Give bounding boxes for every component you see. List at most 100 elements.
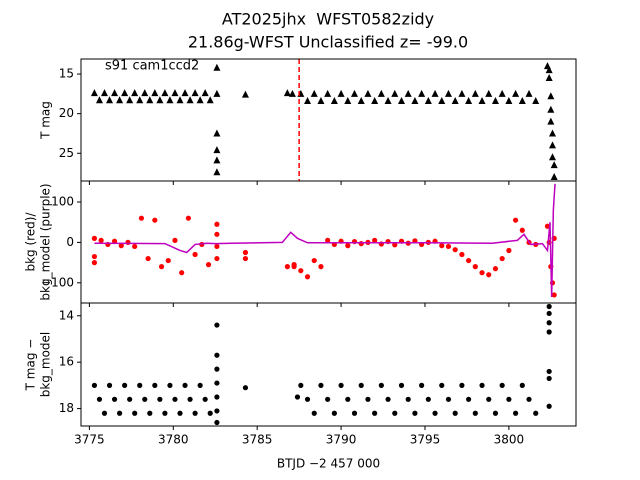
marker [214, 419, 220, 426]
marker [397, 96, 405, 104]
marker [365, 396, 371, 402]
x-tick-label: 3780 [158, 433, 189, 447]
marker [146, 96, 154, 104]
marker [351, 410, 358, 416]
marker [445, 396, 452, 402]
marker [525, 89, 533, 97]
marker [472, 410, 478, 416]
marker [151, 89, 159, 97]
marker [491, 96, 499, 104]
marker [445, 243, 452, 250]
marker [161, 89, 169, 97]
y-tick-label: 15 [59, 67, 74, 81]
marker [191, 89, 199, 97]
marker [358, 382, 364, 388]
axes-frame [80, 58, 577, 182]
y-tick-label: 25 [59, 146, 74, 160]
marker [138, 215, 145, 221]
plot-area [90, 59, 558, 181]
marker [499, 382, 505, 388]
marker [506, 247, 512, 254]
marker [91, 253, 98, 260]
marker [512, 89, 520, 97]
marker [547, 92, 555, 100]
marker [498, 89, 506, 97]
marker [205, 262, 212, 268]
marker [518, 96, 526, 104]
marker [291, 264, 297, 270]
marker [186, 96, 194, 104]
marker [162, 410, 168, 416]
marker [202, 396, 208, 402]
marker [459, 251, 465, 258]
marker [152, 382, 158, 388]
marker [439, 243, 445, 249]
marker [311, 257, 317, 264]
marker [478, 96, 486, 104]
marker [452, 410, 458, 416]
y-axis-label: T mag − [24, 339, 38, 392]
marker [111, 238, 118, 244]
marker [485, 89, 493, 97]
marker [187, 396, 193, 402]
marker [549, 129, 557, 137]
marker [432, 410, 438, 416]
marker [125, 239, 131, 246]
marker [385, 396, 391, 402]
marker [425, 396, 431, 402]
marker [318, 382, 324, 388]
marker [519, 382, 525, 388]
marker [533, 410, 539, 416]
marker [471, 89, 479, 97]
marker [181, 89, 189, 97]
marker [325, 396, 331, 402]
marker [177, 410, 183, 416]
y-tick-label: −100 [41, 275, 74, 289]
marker [404, 89, 412, 97]
marker [176, 96, 184, 104]
marker [486, 396, 492, 402]
marker [201, 89, 209, 97]
marker [116, 410, 123, 416]
marker [156, 96, 164, 104]
marker [213, 129, 221, 137]
marker [545, 66, 553, 74]
y-tick-label: 20 [59, 106, 74, 120]
marker [384, 96, 392, 104]
marker [304, 396, 311, 402]
marker [132, 410, 138, 416]
marker [166, 96, 174, 104]
marker [214, 231, 220, 237]
marker [546, 375, 552, 382]
marker [331, 410, 337, 416]
marker [101, 410, 108, 416]
y-tick-label: 14 [59, 308, 74, 322]
marker [283, 89, 291, 97]
marker [357, 96, 365, 104]
marker [132, 243, 138, 250]
marker [378, 382, 384, 388]
marker [546, 310, 552, 317]
marker [111, 89, 119, 97]
marker [127, 396, 133, 402]
marker [242, 249, 249, 256]
marker [532, 96, 540, 104]
marker [479, 382, 485, 388]
marker [546, 329, 552, 335]
chart-subtitle: 21.86g-WFST Unclassified z= -99.0 [188, 33, 468, 52]
marker [505, 96, 513, 104]
marker [472, 264, 478, 270]
marker [213, 168, 221, 176]
marker [172, 237, 178, 243]
marker [96, 396, 103, 402]
marker [419, 382, 425, 388]
marker [91, 260, 98, 266]
marker [172, 396, 178, 402]
marker [444, 89, 452, 97]
x-tick-label: 3795 [410, 433, 441, 447]
marker [288, 89, 296, 97]
marker [479, 270, 485, 276]
marker [207, 410, 213, 416]
